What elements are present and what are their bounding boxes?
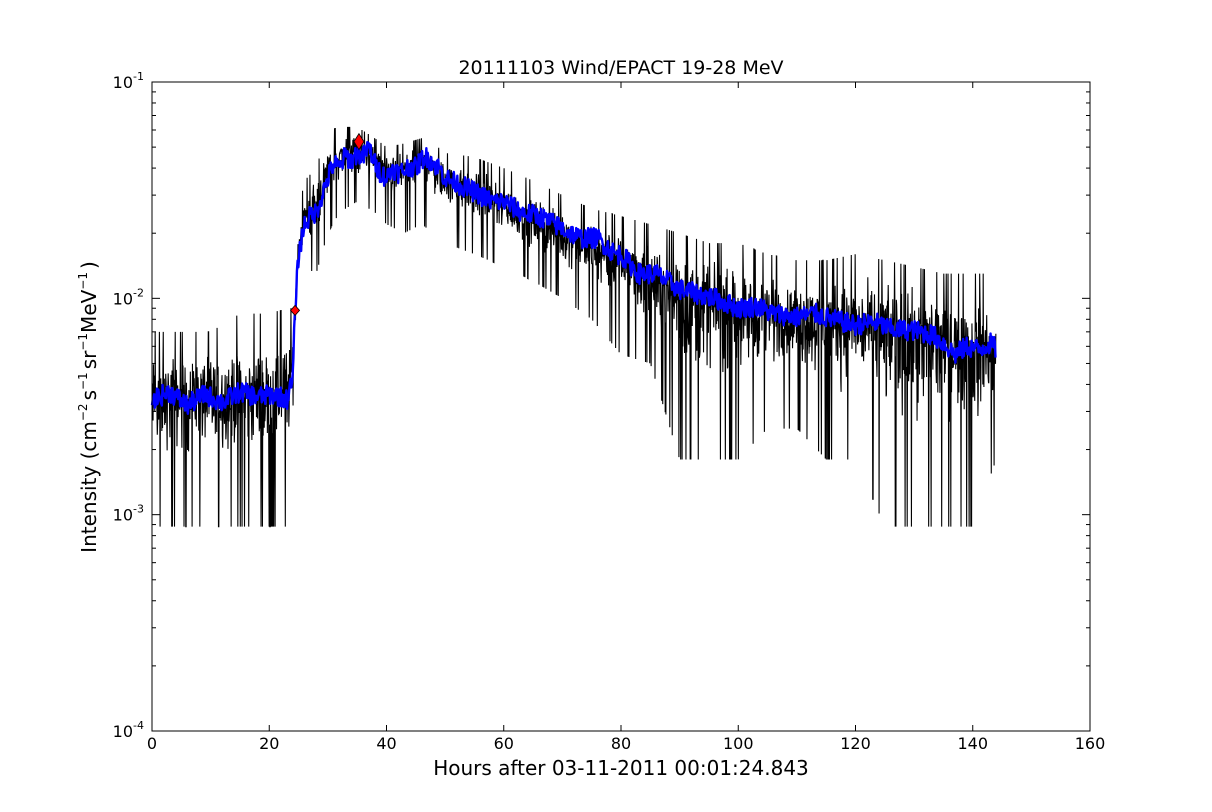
y-axis-label: Intensity (cm−2s−1sr−1MeV−1) [76,261,101,553]
x-tick-label: 160 [1075,734,1106,753]
marker-layer [290,132,365,316]
y-tick-label: 10-3 [113,503,144,525]
x-tick-label: 120 [840,734,871,753]
series-line-raw [151,126,997,528]
chart-title: 20111103 Wind/EPACT 19-28 MeV [458,57,783,79]
x-tick-label: 80 [611,734,631,753]
y-tick-label: 10-2 [113,286,144,308]
marker-peak [353,132,365,151]
x-tick-label: 0 [147,734,157,753]
x-tick-label: 100 [723,734,754,753]
y-axis: 10-4 10-3 10-2 10-1 [113,70,1090,741]
x-tick-label: 40 [376,734,396,753]
marker-onset [290,304,301,316]
series-layer [150,126,997,528]
x-axis: 0 20 40 60 80 100 120 140 160 [147,82,1105,753]
x-axis-label: Hours after 03-11-2011 00:01:24.843 [433,756,809,780]
x-tick-label: 60 [494,734,514,753]
plot-area [150,81,1091,732]
x-tick-label: 20 [259,734,279,753]
series-line-smoothed [150,141,997,415]
x-tick-label: 140 [957,734,988,753]
y-tick-label: 10-4 [113,719,144,741]
y-tick-label: 10-1 [113,70,144,92]
